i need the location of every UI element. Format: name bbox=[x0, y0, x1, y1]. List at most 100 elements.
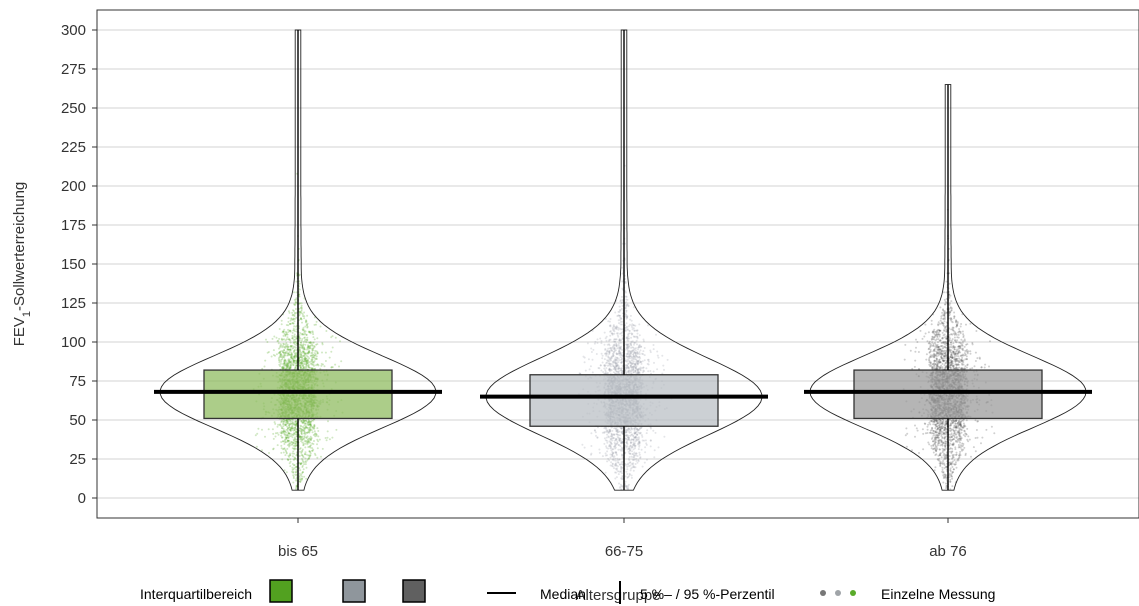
measurement-point bbox=[303, 420, 305, 423]
measurement-point bbox=[303, 435, 306, 438]
measurement-point bbox=[643, 439, 646, 442]
measurement-point bbox=[309, 450, 312, 453]
measurement-point bbox=[620, 361, 623, 364]
measurement-point bbox=[303, 419, 306, 422]
measurement-point bbox=[311, 367, 313, 370]
measurement-point bbox=[281, 338, 284, 341]
measurement-point bbox=[634, 435, 637, 438]
measurement-point bbox=[292, 309, 294, 312]
measurement-point bbox=[301, 329, 304, 332]
measurement-point bbox=[631, 346, 634, 349]
measurement-point bbox=[620, 361, 623, 364]
measurement-point bbox=[303, 427, 306, 430]
measurement-point bbox=[294, 427, 297, 430]
measurement-point bbox=[612, 458, 615, 461]
measurement-point bbox=[302, 438, 305, 441]
measurement-point bbox=[308, 454, 311, 457]
measurement-point bbox=[285, 422, 288, 425]
measurement-point bbox=[634, 370, 637, 373]
measurement-point bbox=[606, 454, 608, 457]
measurement-point bbox=[278, 347, 280, 350]
measurement-point bbox=[311, 353, 314, 356]
measurement-point bbox=[617, 357, 620, 360]
measurement-point bbox=[277, 423, 280, 426]
measurement-point bbox=[283, 360, 286, 363]
measurement-point bbox=[284, 434, 287, 437]
measurement-point bbox=[316, 447, 319, 450]
measurement-point bbox=[636, 329, 639, 332]
measurement-point bbox=[619, 323, 622, 326]
measurement-point bbox=[301, 454, 304, 457]
measurement-point bbox=[295, 471, 298, 474]
measurement-point bbox=[292, 327, 295, 330]
measurement-point bbox=[285, 438, 287, 441]
measurement-point bbox=[282, 430, 285, 432]
measurement-point bbox=[638, 453, 641, 456]
measurement-point bbox=[274, 435, 277, 438]
measurement-point bbox=[309, 428, 311, 431]
measurement-point bbox=[285, 365, 288, 367]
measurement-point bbox=[635, 355, 638, 358]
measurement-point bbox=[613, 441, 616, 444]
measurement-point bbox=[307, 421, 310, 424]
measurement-point bbox=[632, 356, 635, 358]
measurement-point bbox=[281, 366, 283, 369]
measurement-point bbox=[630, 366, 633, 369]
measurement-point bbox=[286, 458, 289, 461]
measurement-point bbox=[280, 338, 283, 341]
measurement-point bbox=[316, 443, 318, 446]
measurement-point bbox=[302, 419, 305, 422]
measurement-point bbox=[283, 328, 286, 331]
measurement-point bbox=[291, 337, 294, 340]
measurement-point bbox=[609, 445, 612, 448]
measurement-point bbox=[311, 431, 314, 434]
measurement-point bbox=[628, 427, 631, 430]
measurement-point bbox=[646, 358, 649, 361]
measurement-point bbox=[295, 316, 298, 319]
measurement-point bbox=[288, 311, 291, 314]
measurement-point bbox=[285, 333, 288, 336]
measurement-point bbox=[283, 346, 286, 349]
measurement-point bbox=[305, 366, 308, 369]
measurement-point bbox=[309, 445, 312, 448]
measurement-point bbox=[632, 367, 635, 370]
measurement-point bbox=[636, 433, 639, 436]
measurement-point bbox=[299, 450, 301, 453]
measurement-point bbox=[305, 363, 308, 366]
measurement-point bbox=[621, 358, 624, 361]
measurement-point bbox=[292, 423, 294, 426]
measurement-point bbox=[281, 349, 284, 352]
measurement-point bbox=[618, 438, 621, 441]
measurement-point bbox=[299, 366, 302, 369]
measurement-point bbox=[613, 467, 615, 470]
measurement-point bbox=[307, 330, 310, 333]
measurement-point bbox=[636, 351, 639, 354]
measurement-point bbox=[655, 333, 657, 336]
measurement-point bbox=[626, 326, 629, 328]
measurement-point bbox=[595, 353, 598, 355]
measurement-point bbox=[630, 344, 633, 347]
measurement-point bbox=[285, 324, 288, 326]
measurement-point bbox=[284, 449, 287, 451]
measurement-point bbox=[303, 431, 306, 433]
measurement-point bbox=[306, 426, 309, 429]
measurement-point bbox=[291, 441, 294, 444]
measurement-point bbox=[626, 473, 629, 475]
measurement-point bbox=[625, 441, 628, 444]
measurement-point bbox=[600, 340, 603, 342]
measurement-point bbox=[619, 352, 622, 355]
measurement-point bbox=[286, 365, 289, 368]
measurement-point bbox=[614, 447, 616, 450]
measurement-point bbox=[295, 335, 298, 338]
measurement-point bbox=[632, 456, 635, 459]
measurement-point bbox=[292, 450, 295, 453]
measurement-point bbox=[300, 429, 303, 432]
measurement-point bbox=[309, 426, 312, 428]
measurement-point bbox=[308, 346, 311, 349]
measurement-point bbox=[652, 429, 655, 432]
measurement-point bbox=[291, 436, 294, 439]
measurement-point bbox=[292, 364, 295, 366]
measurement-point bbox=[632, 469, 635, 472]
measurement-point bbox=[298, 435, 301, 438]
measurement-point bbox=[615, 338, 618, 341]
